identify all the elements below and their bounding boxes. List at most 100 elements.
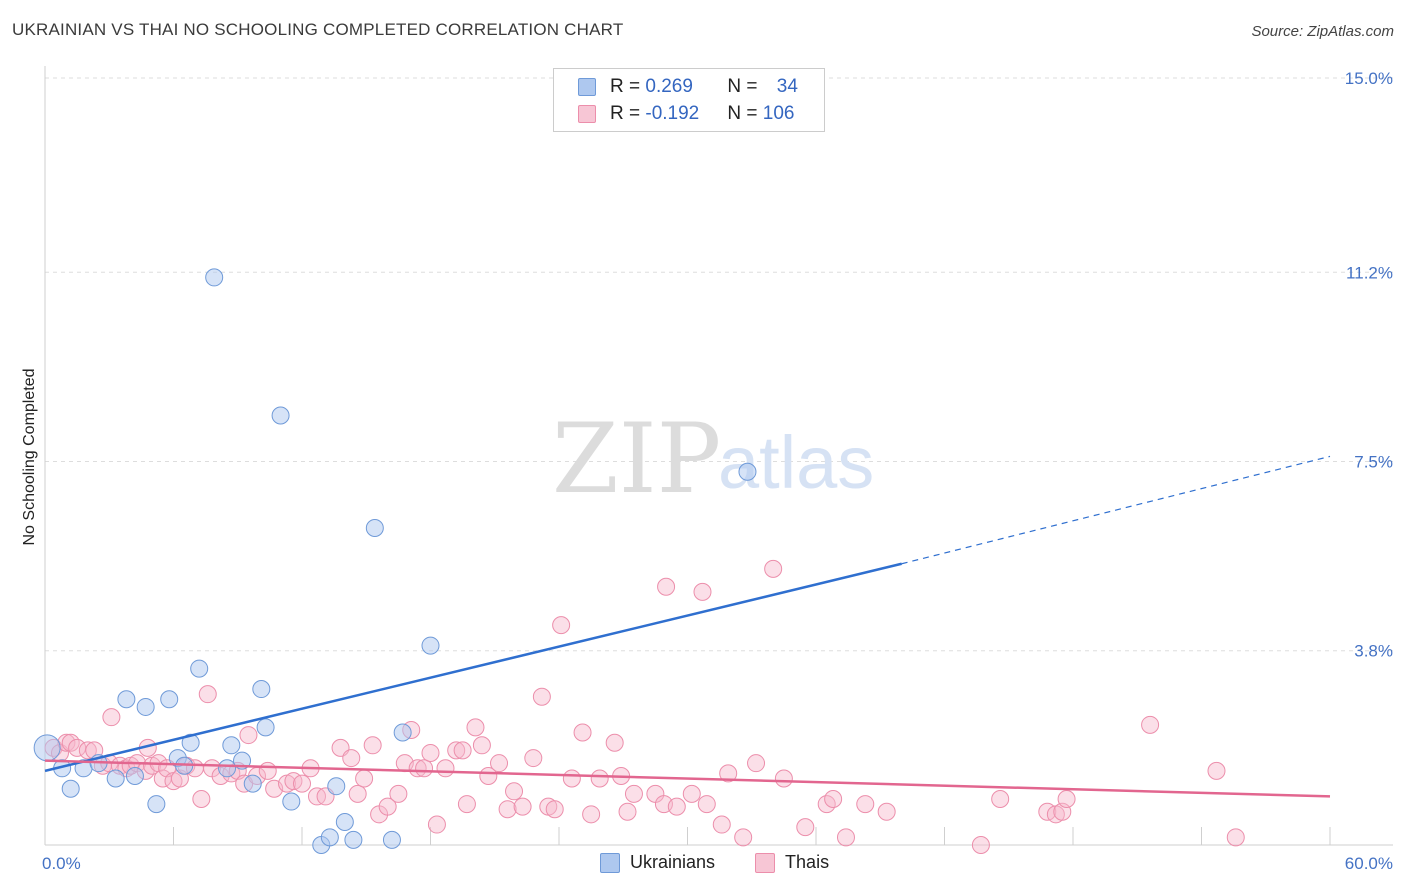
legend-item-ukrainians[interactable]: Ukrainians [600,852,715,873]
thais-point[interactable] [836,828,855,847]
ukrainians-point[interactable] [252,680,271,699]
thais-point[interactable] [408,759,427,778]
ukrainians-point[interactable] [421,636,440,655]
ukrainians-point[interactable] [218,759,237,778]
thais-point[interactable] [774,769,793,788]
thais-point[interactable] [747,754,766,773]
legend-n-value: 34 [776,76,798,97]
thais-point[interactable] [1226,828,1245,847]
thais-point[interactable] [971,836,990,854]
axes [44,66,1393,846]
thais-point[interactable] [427,815,446,834]
thais-point[interactable] [991,789,1010,808]
ukrainians-swatch [600,852,620,873]
ukrainians-point[interactable] [393,723,412,742]
ukrainians-point[interactable] [243,774,262,793]
thais-point[interactable] [624,784,643,803]
ukrainians-point[interactable] [271,406,290,425]
thais-point[interactable] [436,759,455,778]
thais-point[interactable] [505,782,524,801]
thais-point[interactable] [342,749,361,768]
thais-point[interactable] [697,795,716,814]
thais-point[interactable] [796,818,815,837]
thais-point[interactable] [472,736,491,755]
ukrainians-point[interactable] [205,268,224,287]
ukrainians-point[interactable] [320,828,339,847]
ukrainians-point[interactable] [344,830,363,849]
thais-point[interactable] [348,784,367,803]
thais-point[interactable] [258,761,277,780]
thais-point[interactable] [618,802,637,821]
ukrainians-point[interactable] [190,659,209,678]
thais-point[interactable] [682,784,701,803]
thais-point[interactable] [590,769,609,788]
thais-point[interactable] [355,769,374,788]
ukrainians-point[interactable] [335,812,354,831]
thais-point[interactable] [457,795,476,814]
watermark-atlas: atlas [718,421,874,504]
thais-point[interactable] [712,815,731,834]
ukrainians-label: Ukrainians [630,852,716,872]
thais-point[interactable] [198,685,217,704]
ukrainians-point[interactable] [117,690,136,709]
thais-point[interactable] [1057,789,1076,808]
thais-point[interactable] [363,736,382,755]
ukrainians-trend-line [44,562,902,773]
ukrainians-point[interactable] [222,736,241,755]
ukrainians-point[interactable] [181,733,200,752]
thais-point[interactable] [582,805,601,824]
ukrainians-trend-extension [901,455,1331,565]
thais-point[interactable] [667,797,686,816]
thais-point[interactable] [532,687,551,706]
thais-point[interactable] [192,789,211,808]
thais-point[interactable] [562,769,581,788]
thais-point[interactable] [68,738,87,757]
thais-point[interactable] [421,743,440,762]
thais-point[interactable] [657,577,676,596]
ukrainians-point[interactable] [106,769,125,788]
thais-point[interactable] [102,708,121,727]
thais-point[interactable] [545,800,564,819]
thais-point[interactable] [453,741,472,760]
thais-point[interactable] [552,616,571,635]
thais-point[interactable] [877,802,896,821]
thais-point[interactable] [513,797,532,816]
thais-point[interactable] [524,749,543,768]
ukrainians-point[interactable] [282,792,301,811]
thais-point[interactable] [693,582,712,601]
legend-n-label: N = [727,76,763,97]
ukrainians-point[interactable] [382,830,401,849]
legend-r-value: 0.269 [645,76,693,97]
ukrainians-point[interactable] [136,697,155,716]
thais-point[interactable] [573,723,592,742]
ukrainians-point[interactable] [125,766,144,785]
thais-point[interactable] [78,741,97,760]
thais-point[interactable] [293,774,311,793]
thais-point[interactable] [447,741,466,760]
thais-point[interactable] [389,784,408,803]
correlation-legend: R = 0.269 N = 34 R = -0.192 N = 106 [553,68,825,132]
ukrainians-point[interactable] [365,518,384,537]
thais-point[interactable] [764,559,783,578]
thais-point[interactable] [498,800,517,819]
thais-point[interactable] [1141,715,1160,734]
legend-item-thais[interactable]: Thais [755,852,829,873]
thais-point[interactable] [734,828,753,847]
thais-point[interactable] [719,764,738,783]
ukrainians-point[interactable] [256,718,275,737]
ukrainians-point[interactable] [147,795,166,814]
ukrainians-point[interactable] [738,462,757,481]
ukrainians-point[interactable] [327,777,346,796]
thais-point[interactable] [1207,761,1226,780]
ukrainians-point[interactable] [61,779,80,798]
thais-point[interactable] [605,733,624,752]
thais-point[interactable] [856,795,875,814]
thais-point[interactable] [239,726,258,745]
thais-point[interactable] [466,718,485,737]
thais-point[interactable] [378,797,397,816]
thais-point[interactable] [824,789,843,808]
thais-point[interactable] [415,759,434,778]
ukrainians-point[interactable] [33,734,61,762]
thais-point[interactable] [490,754,509,773]
ukrainians-point[interactable] [160,690,179,709]
